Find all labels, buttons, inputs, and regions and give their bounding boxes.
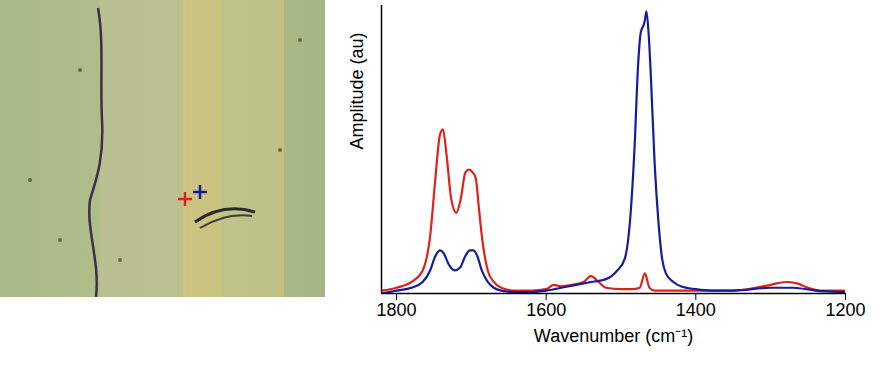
- svg-text:Wavenumber (cm⁻¹): Wavenumber (cm⁻¹): [534, 326, 693, 346]
- svg-text:Amplitude (au): Amplitude (au): [347, 32, 367, 149]
- svg-text:1400: 1400: [676, 300, 716, 320]
- svg-text:1200: 1200: [825, 300, 865, 320]
- svg-text:1600: 1600: [526, 300, 566, 320]
- svg-text:1800: 1800: [376, 300, 416, 320]
